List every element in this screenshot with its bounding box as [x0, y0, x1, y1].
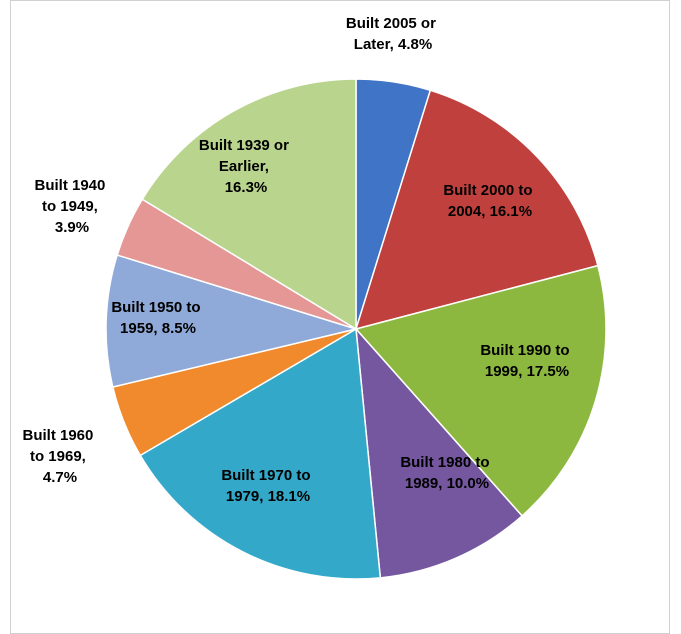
data-label-line: Built 2000 to: [443, 182, 536, 199]
data-label: Built 1990 to 1999, 17.5%: [480, 342, 573, 380]
data-label-line: 1999, 17.5%: [485, 363, 569, 380]
data-label-line: Later, 4.8%: [354, 36, 432, 53]
pie-slice: [354, 89, 599, 331]
pie-slice: [105, 254, 359, 388]
data-label-line: Built 1950 to: [111, 299, 204, 316]
data-label-line: Built 1970 to: [221, 467, 314, 484]
data-label-line: to 1969,: [30, 448, 90, 465]
data-label: Built 1970 to 1979, 18.1%: [221, 467, 314, 505]
data-label-line: Built 1960: [22, 427, 97, 444]
data-label-line: Built 1990 to: [480, 342, 573, 359]
data-label-line: Built 1980 to: [400, 454, 493, 471]
pie-slice: [354, 264, 607, 517]
data-label-line: Built 1939 or: [199, 137, 293, 154]
data-label-line: 1989, 10.0%: [405, 475, 489, 492]
data-label: Built 2000 to 2004, 16.1%: [443, 182, 536, 220]
data-label: Built 1950 to 1959, 8.5%: [111, 299, 204, 337]
data-label-line: 16.3%: [225, 179, 268, 196]
data-label: Built 1939 or Earlier, 16.3%: [199, 137, 293, 196]
data-label-line: 1979, 18.1%: [226, 488, 310, 505]
data-label: Built 1980 to 1989, 10.0%: [400, 454, 493, 492]
pie-slice: [139, 327, 382, 580]
data-label-line: Built 1940: [34, 177, 109, 194]
data-label-line: 4.7%: [43, 469, 77, 486]
pie-slice: [355, 326, 524, 579]
data-label: Built 2005 or Later, 4.8%: [346, 15, 440, 53]
pie-slice: [141, 78, 357, 331]
data-label-line: 3.9%: [55, 219, 89, 236]
data-label-line: 2004, 16.1%: [448, 203, 532, 220]
data-label-line: Earlier,: [219, 158, 273, 175]
data-label-line: Built 2005 or: [346, 15, 440, 32]
data-label: Built 1940 to 1949, 3.9%: [34, 177, 109, 236]
data-label: Built 1960 to 1969, 4.7%: [22, 427, 97, 486]
data-label-line: 1959, 8.5%: [120, 320, 196, 337]
data-label-line: to 1949,: [42, 198, 102, 215]
